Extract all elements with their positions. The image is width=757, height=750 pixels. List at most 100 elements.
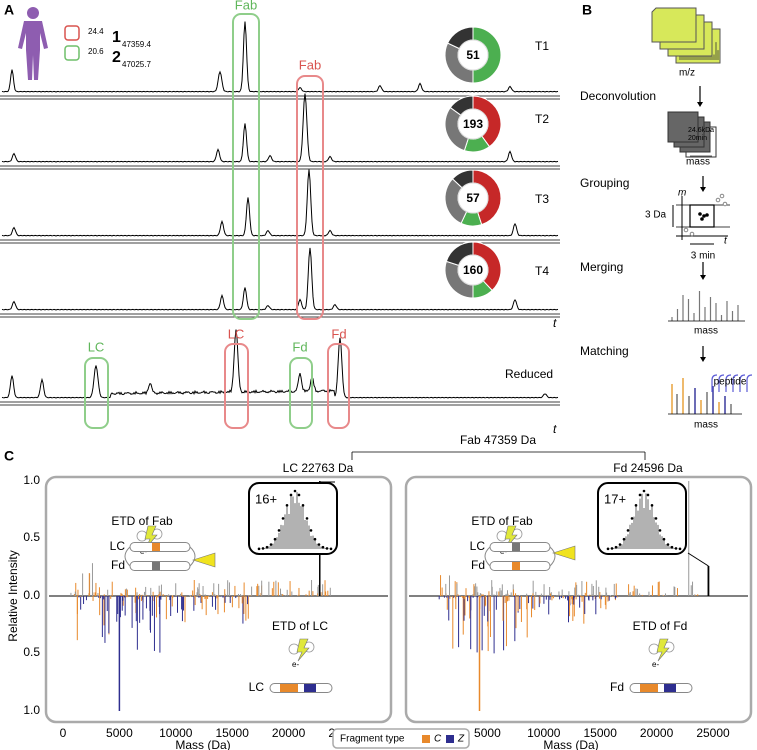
legend-title: Fragment type [340, 734, 405, 745]
axis-title: Mass (Da) [175, 738, 230, 750]
human-icon [27, 7, 39, 19]
group-point [719, 193, 725, 199]
isotope-fit [269, 543, 273, 546]
y-tick-label: 1.0 [23, 703, 40, 717]
group-point [702, 214, 706, 218]
peak-box [289, 357, 313, 429]
axis-label: mass [686, 157, 710, 168]
x-tick-label: 5000 [106, 726, 133, 740]
donut-count: 51 [466, 48, 480, 62]
peak-label: LC [228, 326, 245, 341]
legend-item: Z [457, 734, 465, 745]
peak-box [84, 357, 109, 429]
trace-label: T2 [535, 112, 549, 126]
schematic-title: ETD of Fab [471, 514, 533, 528]
electron-icon [656, 638, 670, 662]
isotope-fit [329, 547, 333, 551]
x-tick-label: 5000 [474, 726, 501, 740]
chain-segment [512, 562, 520, 570]
isotope-fit [622, 537, 626, 541]
x-tick-label: 25000 [696, 726, 730, 740]
isotope-fit [321, 545, 325, 549]
group-point [715, 197, 721, 203]
isotope-fit [626, 529, 630, 532]
peptide-icon [711, 374, 753, 392]
group-point [722, 201, 728, 207]
charge-label: 17+ [604, 491, 626, 506]
chain-label: LC [470, 539, 486, 553]
chain-segment [280, 684, 298, 692]
y-tick-label: 0.5 [23, 645, 40, 659]
isotope-fit [325, 547, 329, 550]
step-label: Deconvolution [580, 89, 656, 103]
axis-label: m [678, 188, 686, 199]
axis-label: mass [694, 326, 718, 337]
isotope-fit [618, 543, 622, 546]
legend-swatch [446, 735, 454, 743]
donut-count: 57 [466, 191, 480, 205]
step-label: Merging [580, 260, 623, 274]
merged-peak [671, 291, 739, 321]
arrow-head [700, 357, 706, 362]
trace-label: T4 [535, 264, 549, 278]
group-box [689, 204, 715, 228]
peak-label: Fab [299, 57, 321, 72]
isotope-fit [610, 547, 614, 550]
peak-label: Fd [292, 339, 307, 354]
donut-count: 160 [463, 263, 483, 277]
isotope-fit [273, 537, 277, 541]
arrow-head [700, 187, 706, 192]
isotope-fit [297, 493, 301, 497]
chromatogram [1, 329, 559, 399]
isotope-fit [646, 493, 650, 497]
arrow-head [697, 102, 703, 107]
axis-title: Mass (Da) [543, 738, 598, 750]
icon-text: 24.6kDa [688, 127, 714, 134]
peak-label: LC [88, 339, 105, 354]
chain-segment [304, 684, 316, 692]
peak-label: Fd [331, 326, 346, 341]
mass-header: Fd 24596 Da [613, 461, 683, 475]
isotope-fit [658, 529, 662, 532]
connector [687, 552, 709, 567]
y-tick-label: 0.5 [23, 530, 40, 544]
isotope-fit [638, 493, 642, 497]
isotope-fit [313, 537, 317, 541]
isotope-fit [674, 547, 678, 550]
legend-swatch [64, 25, 80, 41]
mass-header: Fab 47359 Da [460, 433, 536, 447]
axis-label: t [724, 236, 728, 247]
mass-header: LC 22763 Da [283, 461, 354, 475]
isotope-fit [650, 504, 654, 507]
axis-label: 3 min [691, 251, 715, 262]
group-point [698, 212, 702, 216]
x-tick-label: 10000 [527, 726, 561, 740]
axis-label: m/z [679, 68, 695, 79]
group-point [689, 231, 695, 237]
isotope-fit [293, 489, 297, 493]
chain [269, 683, 333, 693]
peak-box [232, 13, 260, 320]
chain-label: Fd [610, 680, 624, 694]
group-point [683, 227, 689, 233]
isotope-fit [261, 547, 265, 550]
donut-hole [457, 108, 489, 140]
plot-frame [404, 475, 753, 724]
isotope-fit [666, 543, 670, 546]
schematic-title: ETD of LC [272, 619, 328, 633]
x-tick-label: 20000 [272, 726, 306, 740]
isotope-fit [285, 504, 289, 507]
plot-frame [44, 475, 393, 724]
trace-label: T3 [535, 192, 549, 206]
peak-box [296, 75, 324, 320]
chain-segment [152, 562, 160, 570]
x-tick-label: 15000 [216, 726, 250, 740]
isotope-fit [654, 517, 658, 520]
schematic-title: ETD of Fd [633, 619, 688, 633]
y-tick-label: 0.0 [23, 588, 40, 602]
chain-label: LC [249, 680, 265, 694]
axis-label: 3 Da [645, 210, 667, 221]
step-label: Grouping [580, 176, 629, 190]
legend-swatch [64, 45, 80, 61]
